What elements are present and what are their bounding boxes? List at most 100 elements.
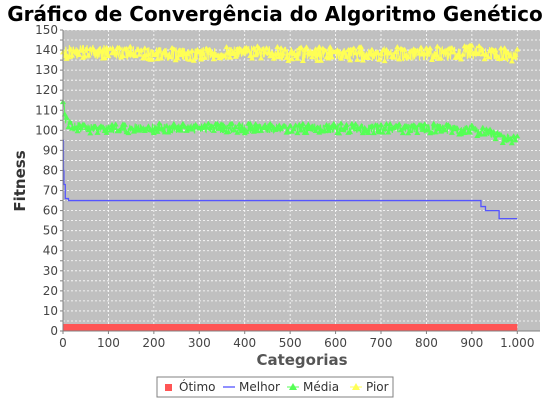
- data-point: [399, 130, 406, 136]
- data-point: [118, 125, 125, 131]
- data-point: [354, 56, 361, 62]
- chart-title: Gráfico de Convergência do Algoritmo Gen…: [7, 2, 543, 26]
- data-point: [507, 53, 514, 59]
- data-point: [303, 44, 310, 50]
- data-point: [441, 127, 448, 133]
- data-point: [287, 122, 294, 128]
- data-point: [163, 123, 170, 129]
- legend-swatch: [165, 384, 172, 391]
- data-point: [512, 137, 519, 143]
- data-point: [401, 46, 408, 52]
- data-point: [381, 125, 388, 131]
- data-point: [437, 55, 444, 61]
- y-tick-label: 70: [43, 184, 58, 198]
- data-point: [378, 50, 384, 56]
- data-point: [161, 47, 168, 53]
- legend-item-media: Média: [287, 380, 339, 394]
- data-point: [463, 124, 470, 130]
- data-point: [210, 127, 217, 133]
- data-point: [288, 56, 295, 62]
- data-point: [107, 127, 114, 133]
- x-tick-label: 100: [97, 336, 120, 350]
- data-point: [361, 124, 368, 130]
- data-point: [247, 120, 254, 126]
- data-point: [428, 57, 435, 63]
- data-point: [203, 124, 210, 130]
- legend-item-otimo: Ótimo: [165, 379, 216, 394]
- data-point: [214, 120, 221, 126]
- data-point: [314, 124, 321, 130]
- y-tick-label: 40: [43, 244, 58, 258]
- data-point: [327, 44, 334, 50]
- data-point: [361, 54, 368, 60]
- data-point: [90, 46, 97, 52]
- data-point: [454, 125, 461, 131]
- data-point: [99, 123, 106, 129]
- data-point: [330, 120, 337, 126]
- data-point: [245, 47, 252, 53]
- data-point: [225, 128, 232, 134]
- data-point: [459, 51, 466, 57]
- data-point: [472, 125, 479, 131]
- data-point: [112, 49, 119, 55]
- data-point: [107, 45, 114, 51]
- series-layer: [60, 42, 521, 331]
- data-point: [132, 53, 139, 59]
- data-point: [407, 127, 414, 133]
- data-point: [365, 55, 372, 61]
- data-point: [432, 129, 439, 135]
- data-point: [105, 53, 112, 59]
- data-point: [67, 46, 74, 52]
- data-point: [490, 129, 497, 135]
- y-tick-label: 10: [43, 304, 58, 318]
- x-tick-label: 400: [233, 336, 256, 350]
- data-point: [290, 126, 297, 132]
- y-tick-label: 100: [35, 123, 58, 137]
- data-point: [178, 52, 185, 58]
- series-pior-markers: [60, 42, 521, 64]
- data-point: [127, 43, 134, 49]
- data-point: [167, 127, 174, 133]
- data-point: [376, 129, 383, 135]
- y-tick-label: 120: [35, 83, 58, 97]
- data-point: [492, 136, 499, 142]
- data-point: [477, 47, 484, 53]
- data-point: [347, 129, 354, 135]
- data-point: [376, 56, 383, 62]
- data-point: [196, 49, 203, 55]
- data-point: [248, 55, 255, 61]
- data-point: [479, 51, 486, 57]
- data-point: [308, 54, 315, 60]
- data-point: [341, 49, 348, 55]
- data-point: [103, 129, 110, 135]
- data-point: [145, 123, 152, 129]
- data-point: [69, 52, 76, 58]
- data-point: [281, 123, 288, 129]
- data-point: [419, 126, 426, 132]
- data-point: [427, 45, 434, 51]
- axes: 0 10 20 30 40 50 60 70 80 90 100 110 120 130 140 150 0 10…: [35, 23, 540, 350]
- data-point: [437, 128, 444, 134]
- data-point: [358, 44, 365, 50]
- data-point: [123, 45, 130, 51]
- data-point: [379, 129, 386, 135]
- data-point: [507, 136, 514, 142]
- data-point: [392, 48, 399, 54]
- data-point: [192, 54, 199, 60]
- data-point: [477, 131, 484, 137]
- data-point: [374, 49, 381, 55]
- data-point: [63, 114, 70, 120]
- data-point: [270, 55, 277, 61]
- data-point: [230, 127, 237, 133]
- data-point: [514, 46, 521, 52]
- data-point: [228, 120, 235, 126]
- y-tick-label: 60: [43, 204, 58, 218]
- data-point: [267, 53, 274, 59]
- data-point: [430, 120, 437, 126]
- data-point: [416, 50, 423, 56]
- data-point: [305, 121, 312, 127]
- y-tick-label: 110: [35, 103, 58, 117]
- data-point: [139, 55, 146, 61]
- data-point: [432, 52, 439, 58]
- data-point: [414, 129, 421, 135]
